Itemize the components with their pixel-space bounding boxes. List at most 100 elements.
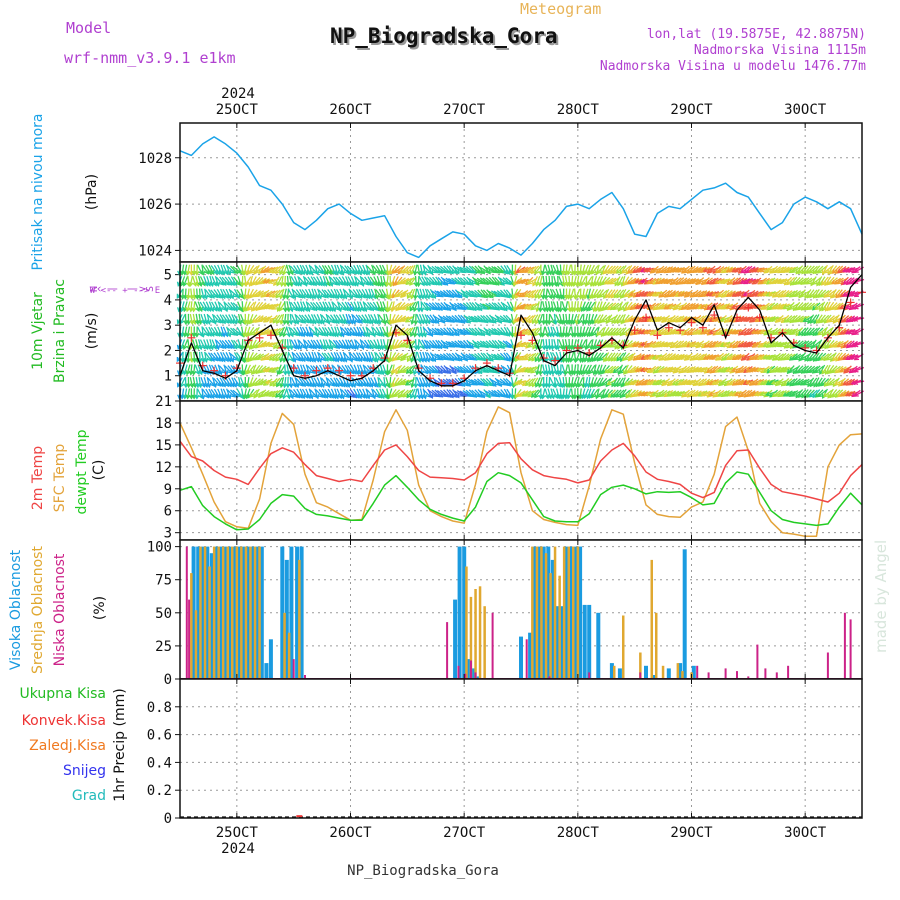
wind-arrow <box>419 326 424 337</box>
wind-arrow <box>607 315 617 322</box>
wind-arrow-head <box>188 344 194 351</box>
wind-arrow <box>414 264 418 275</box>
wind-arrow <box>220 326 225 337</box>
wind-arrow <box>575 313 580 324</box>
wind-arrow <box>436 390 446 397</box>
wind-arrow <box>429 288 436 299</box>
wind-arrow <box>614 314 621 324</box>
wind-arrow <box>599 352 608 361</box>
wind-arrow-head <box>295 393 301 399</box>
wind-arrow <box>353 364 359 375</box>
wind-arrow <box>388 351 392 362</box>
wind-arrow-head <box>756 329 762 335</box>
wind-arrow-head <box>402 268 408 274</box>
wind-arrow-head <box>649 305 655 310</box>
wind-arrow-head <box>426 281 431 287</box>
wind-arrow-head <box>674 329 680 335</box>
wind-arrow <box>198 351 201 362</box>
wind-arrow-head <box>371 382 377 388</box>
wind-arrow-head <box>631 279 637 285</box>
wind-arrow <box>243 301 248 312</box>
wind-arrow <box>288 326 294 337</box>
wind-arrow-head <box>300 293 306 299</box>
wind-arrow <box>207 352 215 362</box>
wind-arrow <box>184 388 188 399</box>
wind-arrow <box>197 301 203 312</box>
wind-arrow-head <box>534 357 540 363</box>
wind-arrow <box>446 265 454 274</box>
wind-arrow <box>462 353 472 360</box>
wind-arrow-head <box>663 342 669 348</box>
wind-arrow-head <box>731 329 737 335</box>
wind-arrow <box>592 339 598 350</box>
wind-arrow-head <box>346 269 352 275</box>
wind-arrow-head <box>312 306 318 312</box>
wind-arrow-head <box>219 280 224 286</box>
wind-arrow-head <box>621 330 627 336</box>
wind-arrow-head <box>714 316 720 322</box>
wind-arrow-head <box>674 267 680 273</box>
wind-arrow <box>243 364 248 375</box>
wind-arrow-head <box>740 292 746 298</box>
wind-arrow-head <box>369 281 374 287</box>
wind-arrow <box>206 377 211 388</box>
wind-arrow <box>246 377 250 388</box>
wind-arrow-head <box>306 332 312 338</box>
wind-arrow-head <box>226 394 232 400</box>
wind-arrow-head <box>387 306 392 313</box>
wind-arrow <box>562 339 566 350</box>
wind-arrow-head <box>643 355 649 360</box>
wind-arrow-head <box>374 369 380 375</box>
wind-arrow <box>619 302 628 311</box>
wind-arrow-head <box>736 354 742 360</box>
wind-arrow <box>457 314 465 324</box>
wind-arrow <box>353 339 359 350</box>
wind-arrow-head <box>443 280 449 286</box>
wind-arrow-head <box>500 344 505 350</box>
wind-arrow <box>416 351 421 362</box>
wind-arrow-head <box>422 394 428 400</box>
wind-arrow-head <box>300 357 306 363</box>
wind-arrow <box>380 275 384 287</box>
wind-arrow-head <box>765 391 771 397</box>
wind-arrow-head <box>346 306 351 312</box>
wind-arrow-head <box>323 269 329 275</box>
wind-arrow-head <box>320 306 326 312</box>
wind-arrow-head <box>514 357 520 363</box>
wind-arrow-head <box>233 306 238 312</box>
wind-arrow-head <box>451 306 457 312</box>
wind-arrow <box>545 288 548 299</box>
wind-arrow <box>276 314 283 324</box>
wind-arrow-head <box>185 394 191 400</box>
wind-arrow <box>345 276 351 286</box>
wind-arrow <box>244 351 247 362</box>
wind-arrow <box>378 352 385 362</box>
wind-arrow-head <box>668 304 674 310</box>
wind-arrow <box>181 388 185 399</box>
wind-arrow <box>562 326 565 337</box>
wind-arrow-head <box>207 393 212 399</box>
wind-arrow-head <box>651 329 657 335</box>
wind-arrow <box>559 388 562 399</box>
wind-arrow-head <box>265 292 271 297</box>
wind-arrow-head <box>733 329 740 335</box>
wind-arrow <box>426 340 435 349</box>
wind-arrow <box>184 326 188 337</box>
y-tick-label: 1 <box>164 369 172 385</box>
wind-arrow-head <box>360 331 366 337</box>
wind-arrow-head <box>785 329 791 335</box>
wind-arrow <box>368 288 373 299</box>
wind-arrow-head <box>182 281 188 287</box>
wind-arrow-head <box>230 281 235 287</box>
wind-arrow <box>347 314 354 324</box>
wind-arrow-head <box>306 270 312 276</box>
wind-arrow-head <box>332 293 337 299</box>
wind-arrow <box>345 339 351 349</box>
wind-arrow-head <box>223 270 229 276</box>
wind-arrow-head <box>466 318 471 324</box>
wind-arrow <box>593 301 597 312</box>
wind-arrow <box>286 339 290 350</box>
wind-arrow <box>575 351 581 362</box>
wind-arrow-head <box>215 356 221 362</box>
wind-arrow-head <box>218 382 224 388</box>
